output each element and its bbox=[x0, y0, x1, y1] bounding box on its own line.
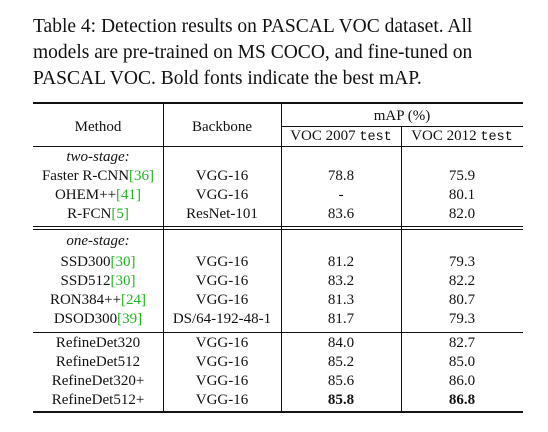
row-method: RefineDet320 bbox=[55, 335, 141, 351]
row-backbone: VGG-16 bbox=[195, 187, 249, 203]
row-voc2012: 82.0 bbox=[448, 206, 476, 222]
row-voc2012: 82.7 bbox=[448, 335, 476, 351]
row-backbone: VGG-16 bbox=[195, 168, 249, 184]
row-voc2007: 85.6 bbox=[327, 373, 355, 389]
group-rule-1b bbox=[33, 229, 523, 230]
top-rule bbox=[33, 102, 523, 104]
row-voc2012: 75.9 bbox=[448, 168, 476, 184]
row-backbone: DS/64-192-48-1 bbox=[172, 311, 272, 327]
row-backbone: ResNet-101 bbox=[186, 206, 258, 222]
vline-method bbox=[163, 104, 164, 411]
header-map: mAP (%) bbox=[373, 108, 431, 124]
bottom-rule bbox=[33, 411, 523, 413]
row-method: RefineDet512+ bbox=[51, 392, 145, 408]
row-method: RefineDet320+ bbox=[51, 373, 145, 389]
row-voc2012: 82.2 bbox=[448, 273, 476, 289]
row-backbone: VGG-16 bbox=[195, 392, 249, 408]
row-method: R-FCN[5] bbox=[67, 206, 129, 222]
header-voc2007: VOC 2007 test bbox=[290, 128, 392, 145]
row-method: DSOD300[39] bbox=[53, 311, 143, 327]
row-backbone: VGG-16 bbox=[195, 373, 249, 389]
row-method: Faster R-CNN[36] bbox=[41, 168, 155, 184]
row-backbone: VGG-16 bbox=[195, 273, 249, 289]
group-label-two-stage: two-stage: bbox=[66, 149, 130, 165]
row-voc2007: 81.7 bbox=[327, 311, 355, 327]
row-backbone: VGG-16 bbox=[195, 292, 249, 308]
row-method: OHEM++[41] bbox=[54, 187, 142, 203]
row-voc2007: 83.2 bbox=[327, 273, 355, 289]
row-method: RefineDet512 bbox=[55, 354, 141, 370]
row-backbone: VGG-16 bbox=[195, 354, 249, 370]
row-voc2012: 79.3 bbox=[448, 311, 476, 327]
header-rule bbox=[33, 146, 523, 147]
row-voc2012: 79.3 bbox=[448, 254, 476, 270]
row-voc2007: 78.8 bbox=[327, 168, 355, 184]
row-voc2007: 81.3 bbox=[327, 292, 355, 308]
row-voc2007: 85.2 bbox=[327, 354, 355, 370]
table-caption: Table 4: Detection results on PASCAL VOC… bbox=[33, 14, 523, 92]
vline-voc bbox=[401, 127, 402, 411]
row-voc2012: 80.7 bbox=[448, 292, 476, 308]
row-voc2012: 85.0 bbox=[448, 354, 476, 370]
row-voc2012: 80.1 bbox=[448, 187, 476, 203]
row-voc2007-best: 85.8 bbox=[327, 392, 355, 408]
map-subrule bbox=[281, 126, 523, 127]
row-voc2007: - bbox=[338, 187, 344, 203]
caption-line-3: PASCAL VOC. Bold fonts indicate the best… bbox=[33, 68, 422, 89]
row-backbone: VGG-16 bbox=[195, 335, 249, 351]
caption-line-1: Table 4: Detection results on PASCAL VOC… bbox=[33, 16, 473, 37]
row-voc2012: 86.0 bbox=[448, 373, 476, 389]
header-backbone: Backbone bbox=[192, 119, 252, 135]
group-rule-1a bbox=[33, 226, 523, 227]
row-method: RON384++[24] bbox=[49, 292, 147, 308]
header-method: Method bbox=[74, 119, 122, 135]
row-voc2012-best: 86.8 bbox=[448, 392, 476, 408]
row-method: SSD512[30] bbox=[60, 273, 136, 289]
header-voc2012: VOC 2012 test bbox=[411, 128, 513, 145]
row-voc2007: 83.6 bbox=[327, 206, 355, 222]
results-table: Method Backbone mAP (%) VOC 2007 test VO… bbox=[33, 102, 523, 414]
group-label-one-stage: one-stage: bbox=[66, 233, 130, 249]
vline-backbone bbox=[281, 104, 282, 411]
row-voc2007: 84.0 bbox=[327, 335, 355, 351]
row-method: SSD300[30] bbox=[60, 254, 136, 270]
group-rule-2 bbox=[33, 332, 523, 333]
row-backbone: VGG-16 bbox=[195, 254, 249, 270]
row-voc2007: 81.2 bbox=[327, 254, 355, 270]
caption-line-2: models are pre-trained on MS COCO, and f… bbox=[33, 42, 473, 63]
